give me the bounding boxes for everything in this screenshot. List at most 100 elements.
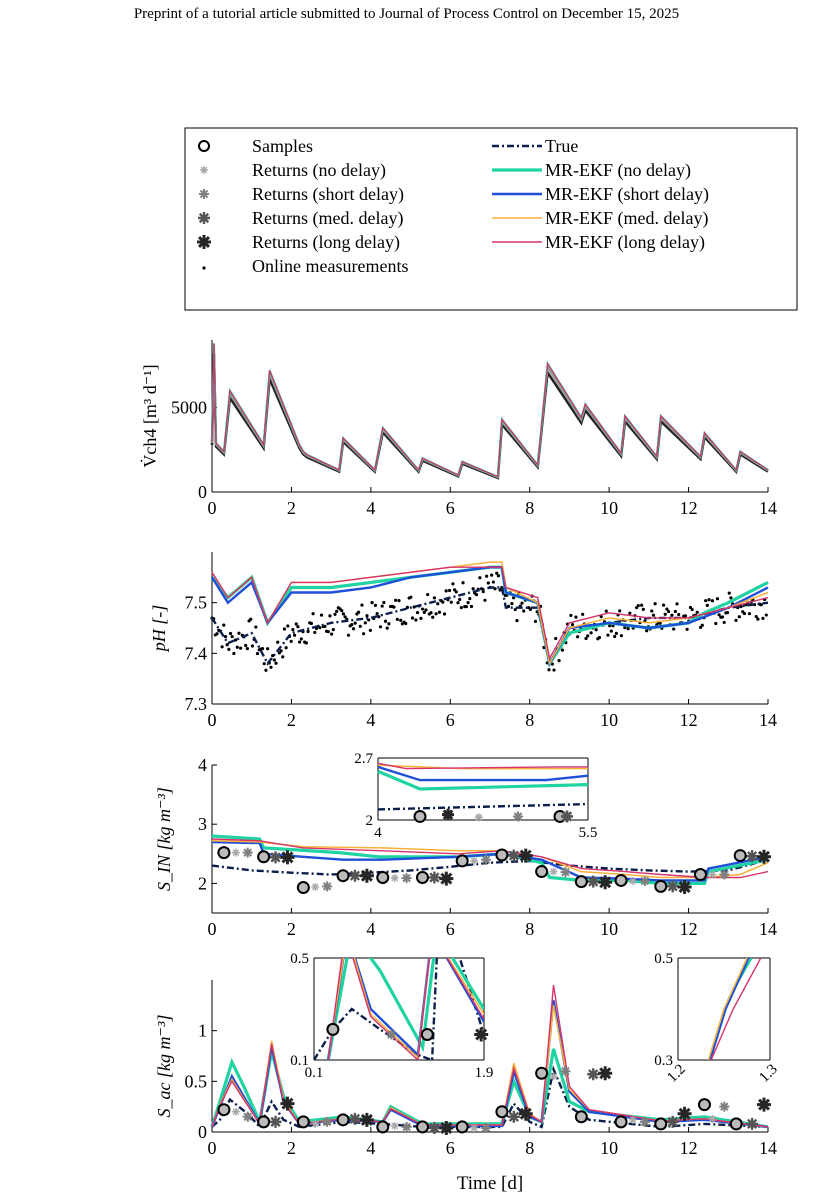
x-tick-label: 6 [446, 919, 455, 939]
online-measurement-dot [666, 609, 671, 614]
legend-returns-marker [199, 189, 209, 199]
online-measurement-dot [599, 615, 603, 619]
return-marker [560, 867, 571, 878]
page-header: Preprint of a tutorial article submitted… [133, 6, 680, 22]
online-measurement-dot [365, 614, 369, 618]
online-measurement-dot [311, 612, 315, 616]
return-marker [746, 850, 759, 863]
online-measurement-dot [272, 658, 276, 662]
online-measurement-dot [289, 639, 293, 643]
online-measurement-dot [419, 616, 423, 620]
x-tick-label: 14 [759, 1138, 777, 1158]
online-measurement-dot [382, 600, 386, 605]
online-measurement-dot [675, 602, 679, 606]
online-measurement-dot [341, 612, 346, 616]
online-measurement-dot [705, 603, 709, 607]
y-axis-label: V̇ch4 [m³ d⁻¹] [139, 364, 160, 467]
inset-sample-marker [420, 1028, 434, 1041]
legend-label-0: Samples [252, 136, 313, 156]
return-marker [639, 1116, 650, 1127]
x-tick-label: 14 [759, 710, 777, 730]
online-measurement-dot [233, 638, 238, 642]
online-measurement-dot [619, 634, 624, 638]
online-measurement-dot [284, 646, 288, 650]
estimate-long-delay-line [211, 984, 769, 1128]
online-measurement-dot [392, 605, 396, 609]
online-measurement-dot [451, 582, 455, 586]
x-tick-label: 0 [208, 498, 217, 518]
online-measurement-dot [362, 632, 366, 636]
online-measurement-dot [385, 626, 389, 630]
online-measurement-dot [437, 610, 442, 614]
sample-marker [654, 1117, 668, 1131]
x-tick-label: 10 [600, 710, 618, 730]
online-measurement-dot [710, 599, 715, 603]
online-measurement-dot [613, 634, 617, 639]
estimate-no-delay-line [210, 1048, 769, 1129]
y-tick-label: 0.5 [185, 1071, 208, 1091]
panel-ph: 0 2 4 6 8 10 12 14 7.3 7.4 7.5 pH [-] [149, 552, 777, 730]
x-tick-label: 8 [525, 498, 534, 518]
online-measurement-dot [606, 633, 610, 637]
x-tick-label: 12 [680, 710, 698, 730]
return-marker [359, 868, 374, 883]
y-tick-label: 7.5 [185, 593, 208, 613]
y-tick-label: 0 [198, 1122, 207, 1142]
estimate-long-delay-line [211, 838, 769, 879]
return-marker [269, 1115, 282, 1128]
online-measurement-dot [614, 631, 618, 635]
online-measurement-dot [756, 617, 760, 621]
online-measurement-dot [298, 640, 302, 644]
return-marker [359, 1112, 374, 1127]
return-marker [280, 1096, 295, 1111]
online-measurement-dot [250, 644, 255, 648]
return-marker [481, 1122, 492, 1133]
online-measurement-dot [665, 607, 669, 611]
x-tick-label: 12 [680, 919, 698, 939]
online-measurement-dot [636, 603, 640, 608]
online-measurement-dot [658, 621, 662, 625]
return-marker [348, 1112, 361, 1125]
online-measurement-dot [471, 587, 475, 591]
legend-right-label-0: True [545, 136, 578, 156]
legend-label-5: Online measurements [252, 256, 408, 276]
y-axis-label-text: S_ac [kg m⁻³] [154, 1015, 174, 1118]
online-measurement-dot [626, 627, 630, 631]
online-measurement-dot [560, 648, 565, 652]
x-tick-label: 2 [287, 498, 296, 518]
x-tick-label: 6 [446, 710, 455, 730]
x-tick-label: 1.3 [756, 1061, 781, 1086]
online-measurement-dot [306, 629, 310, 634]
y-tick-label: 0.1 [290, 1053, 309, 1069]
online-measurement-dot [291, 627, 295, 632]
y-axis-label: S_IN [kg m⁻³] [154, 787, 174, 891]
online-measurement-dot [486, 581, 490, 585]
online-measurement-dot [458, 597, 462, 602]
online-measurement-dot [274, 661, 278, 665]
returns-series-line [211, 347, 769, 479]
x-tick-label: 8 [525, 919, 534, 939]
online-measurement-dot [262, 662, 266, 666]
online-measurement-dot [464, 605, 469, 609]
x-tick-label: 6 [446, 1138, 455, 1158]
online-measurement-dot [491, 580, 495, 584]
return-marker [428, 1121, 441, 1134]
online-measurement-dot [520, 601, 524, 605]
online-measurement-dot [426, 592, 430, 597]
estimate-no-delay-line [211, 343, 769, 479]
online-measurement-dot [330, 632, 334, 636]
y-tick-label: 0.5 [654, 951, 673, 967]
y-tick-label: 2 [366, 813, 374, 829]
online-measurement-dot [581, 612, 585, 616]
online-measurement-dot [677, 612, 681, 617]
online-measurement-dot [255, 651, 260, 656]
online-measurement-dot [409, 595, 413, 599]
online-measurement-dot [589, 631, 593, 635]
online-measurement-dot [754, 614, 758, 619]
return-marker [598, 875, 613, 890]
sample-marker [336, 869, 350, 883]
online-measurement-dot [498, 588, 502, 592]
x-tick-label: 12 [680, 1138, 698, 1158]
